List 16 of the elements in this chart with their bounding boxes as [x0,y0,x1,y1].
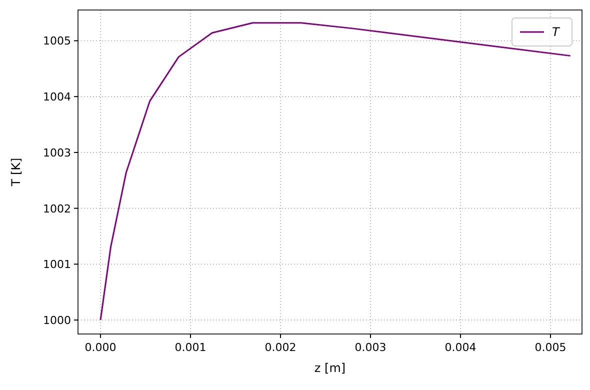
x-tick-label: 0.005 [534,341,566,354]
x-tick-label: 0.004 [444,341,476,354]
x-axis-title: z [m] [314,361,346,375]
y-tick-label: 1005 [43,34,71,48]
line-series [100,22,572,321]
x-tick-label: 0.002 [264,341,296,354]
legend-label: T [552,25,561,39]
y-tick-label: 1003 [43,146,71,160]
y-axis-title: T [K] [9,158,23,188]
x-tick-label: 0.003 [354,341,386,354]
y-tick-label: 1001 [43,258,71,272]
y-tick-label: 1000 [43,314,71,328]
y-tick-label: 1004 [43,90,71,104]
x-tick-label: 0.000 [84,341,116,354]
y-tick-label: 1002 [43,202,71,216]
x-tick-label: 0.001 [174,341,206,354]
